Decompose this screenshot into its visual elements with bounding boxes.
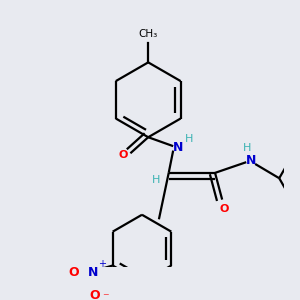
Text: ⁻: ⁻ — [102, 291, 109, 300]
Text: O: O — [68, 266, 79, 279]
Text: N: N — [88, 266, 98, 279]
Text: H: H — [185, 134, 194, 144]
Text: O: O — [89, 289, 100, 300]
Text: H: H — [243, 143, 251, 153]
Text: H: H — [152, 175, 160, 185]
Text: O: O — [219, 203, 229, 214]
Text: N: N — [245, 154, 256, 167]
Text: N: N — [172, 141, 183, 154]
Text: O: O — [118, 150, 128, 160]
Text: CH₃: CH₃ — [139, 29, 158, 39]
Text: +: + — [98, 259, 106, 269]
